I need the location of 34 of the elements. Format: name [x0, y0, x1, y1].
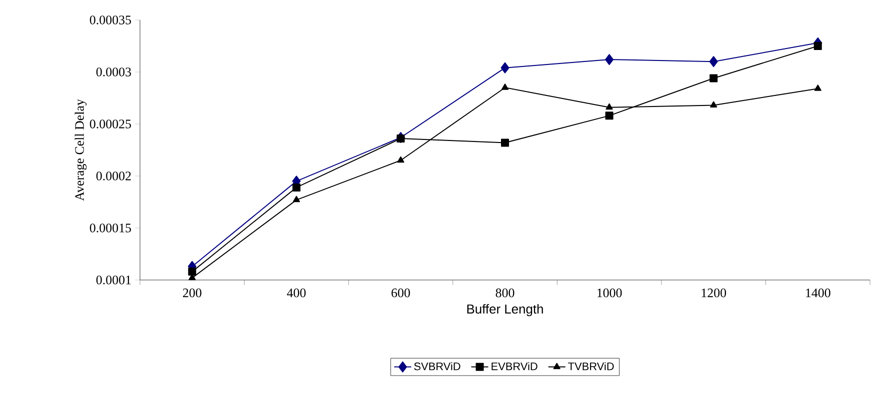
x-tick-label: 1200	[702, 288, 726, 298]
x-tick-label: 200	[182, 288, 202, 298]
legend-label: TVBRViD	[568, 362, 614, 370]
y-tick-label: 0.00025	[90, 120, 131, 128]
point	[500, 62, 510, 74]
point	[501, 138, 510, 147]
point	[814, 84, 822, 91]
point	[292, 196, 300, 202]
y-axis-title: Average Cell Delay	[74, 99, 87, 201]
point	[188, 268, 196, 276]
legend-label: EVBRViD	[492, 362, 538, 370]
y-tick-label: 0.0001	[96, 276, 131, 284]
x-tick-label: 400	[286, 288, 306, 298]
point	[814, 42, 822, 50]
y-tick-label: 0.00035	[90, 16, 131, 24]
y-tick-label: 0.0002	[96, 172, 131, 180]
x-tick-label: 800	[496, 288, 514, 298]
point	[605, 54, 614, 66]
point	[292, 183, 300, 192]
x-tick-label: 1000	[597, 288, 622, 298]
x-tick-label: 600	[392, 288, 410, 298]
x-axis-title: Buffer Length	[467, 304, 543, 316]
point	[397, 156, 404, 163]
point	[605, 112, 614, 120]
y-tick-label: 0.0003	[96, 68, 131, 76]
y-tick-label: 0.00015	[90, 224, 131, 232]
point	[396, 134, 405, 143]
point	[501, 84, 509, 90]
point	[606, 103, 613, 110]
point	[710, 74, 718, 82]
x-tick-label: 1400	[806, 288, 830, 298]
legend-label: SVBRViD	[414, 362, 460, 370]
point	[709, 56, 718, 68]
point	[710, 101, 718, 108]
